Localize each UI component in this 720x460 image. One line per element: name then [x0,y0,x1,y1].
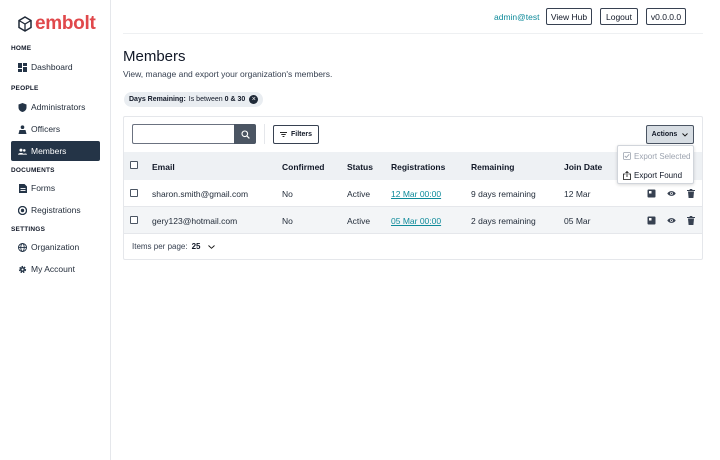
officers-icon [18,124,27,134]
sidebar-item-label: My Account [31,264,75,274]
cell-email: sharon.smith@gmail.com [152,189,249,199]
filter-chip-value: 0 & 30 [224,96,246,103]
cell-status: Active [347,216,371,226]
filter-chip-text: Is between [188,96,223,103]
view-hub-button[interactable]: View Hub [546,8,592,25]
items-per-page-value[interactable]: 25 [191,242,201,251]
header-divider [123,33,703,34]
search-icon [240,129,250,139]
sidebar-item-organization[interactable]: Organization [11,237,100,257]
dashboard-icon [18,62,27,72]
select-all-checkbox[interactable] [130,161,138,169]
cell-registrations-link[interactable]: 05 Mar 00:00 [391,216,442,226]
filters-label: Filters [290,131,312,138]
cell-remaining: 2 days remaining [471,216,536,226]
brand-logo[interactable]: embolt [18,13,96,35]
pagination: Items per page: 25 [132,242,215,251]
actions-label: Actions [651,131,678,138]
column-header-remaining[interactable]: Remaining [471,162,515,172]
table-header: Email Confirmed Status Registrations Rem… [124,152,702,180]
menu-item-label: Export Selected [634,151,691,161]
registrations-icon [18,205,27,215]
cell-registrations-link[interactable]: 12 Mar 00:00 [391,189,442,199]
sidebar-item-label: Registrations [31,205,81,215]
cell-join-date: 05 Mar [564,216,591,226]
version-button[interactable]: v0.0.0.0 [646,8,686,25]
shield-icon [18,102,27,112]
nav-section-documents: DOCUMENTS [11,167,55,174]
nav-section-home: HOME [11,45,32,52]
export-icon [623,170,631,180]
search-input[interactable] [132,124,235,144]
form-icon [18,183,27,193]
column-header-confirmed[interactable]: Confirmed [282,162,325,172]
filter-chip-key: Days Remaining: [129,96,186,103]
sidebar-item-label: Administrators [31,102,86,112]
gear-icon [18,265,27,274]
table-row: sharon.smith@gmail.com No Active 12 Mar … [124,180,702,207]
export-found-menu-item[interactable]: Export Found [623,168,682,182]
nav-section-settings: SETTINGS [11,226,46,233]
filters-button[interactable]: Filters [273,125,319,144]
cell-confirmed: No [282,189,293,199]
row-checkbox[interactable] [130,216,138,224]
delete-trash-icon[interactable] [686,216,695,225]
items-per-page-label: Items per page: [132,242,188,251]
column-header-join-date[interactable]: Join Date [564,162,603,172]
sidebar-item-registrations[interactable]: Registrations [11,200,100,220]
sidebar-item-label: Members [31,146,67,156]
remove-filter-icon[interactable]: × [249,95,259,104]
cell-join-date: 12 Mar [564,189,591,199]
filter-icon [279,132,287,137]
delete-trash-icon[interactable] [686,189,695,198]
search-button[interactable] [234,124,256,144]
page-title: Members [123,48,186,65]
cell-email: gery123@hotmail.com [152,216,238,226]
sidebar-item-forms[interactable]: Forms [11,178,100,198]
card-icon[interactable] [647,189,656,198]
active-filter-chip: Days Remaining: Is between 0 & 30 × [124,92,264,107]
page-subtitle: View, manage and export your organizatio… [123,69,333,79]
sidebar-item-label: Organization [31,242,80,252]
current-user-link[interactable]: admin@test [494,12,540,22]
brand-name: embolt [35,13,96,34]
chevron-down-icon[interactable] [207,244,215,249]
cell-remaining: 9 days remaining [471,189,536,199]
members-icon [18,147,27,156]
column-header-status[interactable]: Status [347,162,373,172]
sidebar-item-administrators[interactable]: Administrators [11,97,100,117]
toolbar-divider [264,124,265,144]
members-panel: Filters Actions Email Confirmed Status R… [123,116,703,260]
cell-confirmed: No [282,216,293,226]
column-header-email[interactable]: Email [152,162,175,172]
nav-section-people: PEOPLE [11,85,39,92]
logout-button[interactable]: Logout [600,8,638,25]
menu-item-label: Export Found [634,170,683,180]
sidebar-item-officers[interactable]: Officers [11,119,100,139]
cell-status: Active [347,189,371,199]
export-selected-menu-item[interactable]: Export Selected [623,149,690,163]
row-checkbox[interactable] [130,189,138,197]
sidebar-item-label: Dashboard [31,62,73,72]
table-row: gery123@hotmail.com No Active 05 Mar 00:… [124,207,702,234]
card-icon[interactable] [647,216,656,225]
view-eye-icon[interactable] [667,216,676,225]
column-header-registrations[interactable]: Registrations [391,162,446,172]
sidebar-item-my-account[interactable]: My Account [11,259,100,279]
sidebar-item-label: Officers [31,124,61,134]
actions-button[interactable]: Actions [646,125,694,144]
checkbox-icon [623,152,631,160]
sidebar-item-label: Forms [31,183,56,193]
sidebar-item-members[interactable]: Members [11,141,100,161]
globe-icon [18,242,27,252]
view-eye-icon[interactable] [667,189,676,198]
actions-dropdown-menu: Export Selected Export Found [617,145,694,184]
cube-logo-icon [18,16,32,32]
chevron-down-icon [682,132,689,137]
sidebar: embolt HOME Dashboard PEOPLE Administrat… [0,0,111,460]
sidebar-item-dashboard[interactable]: Dashboard [11,57,100,77]
